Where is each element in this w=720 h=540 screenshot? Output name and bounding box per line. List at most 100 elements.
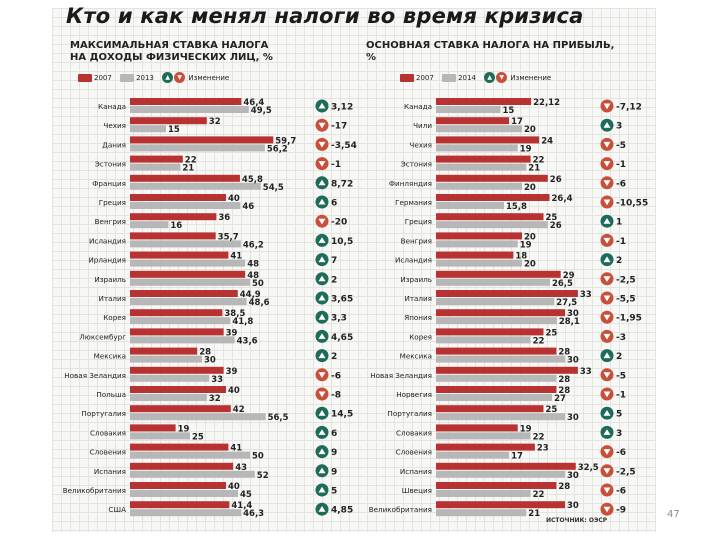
right-value-label-2007: 22	[533, 156, 545, 166]
left-bar-2013	[130, 451, 250, 459]
right-value-label-2007: 29	[563, 271, 575, 281]
legend-swatch-2013	[120, 73, 135, 82]
left-bar-2007	[130, 232, 216, 240]
right-category-label: Германия	[395, 198, 432, 207]
right-bar-2014	[436, 470, 565, 478]
left-bar-2013	[130, 432, 190, 440]
right-up-arrow-glyph	[603, 218, 611, 224]
left-bar-2007	[130, 386, 226, 393]
left-change-value: 4,65	[331, 333, 353, 343]
left-up-arrow-glyph	[318, 486, 326, 493]
right-value-label-2007: 17	[511, 117, 523, 127]
right-change-value: -1	[616, 391, 626, 401]
left-bar-2007	[130, 174, 240, 182]
right-value-label-2007: 25	[546, 405, 558, 415]
left-bar-2013	[130, 355, 202, 363]
legend-label-change: Изменение	[510, 73, 552, 82]
left-category-label: Новая Зеландия	[64, 371, 126, 380]
legend-label-2007: 2007	[416, 73, 434, 82]
right-bar-2014	[436, 125, 522, 133]
left-value-label-2013: 46,2	[243, 240, 264, 250]
left-bar-2007	[130, 347, 198, 355]
right-value-label-2014: 30	[567, 471, 579, 481]
right-chart-title-line-1: ОСНОВНАЯ СТАВКА НАЛОГА НА ПРИБЫЛЬ,	[366, 40, 615, 51]
left-value-label-2007: 59,7	[275, 136, 296, 146]
left-down-arrow-glyph	[318, 122, 326, 129]
left-value-label-2013: 46,3	[243, 509, 264, 519]
right-bar-2007	[436, 366, 578, 374]
right-value-label-2014: 22	[533, 490, 545, 500]
left-value-label-2013: 15	[168, 125, 180, 135]
left-category-label: Венгрия	[95, 217, 126, 226]
left-value-label-2013: 50	[252, 279, 264, 289]
page-number: 47	[667, 509, 680, 520]
right-up-arrow-glyph	[603, 410, 611, 416]
left-bar-2013	[130, 163, 181, 171]
right-down-arrow-glyph	[603, 314, 611, 321]
left-bar-2007	[130, 366, 224, 374]
right-value-label-2014: 27,5	[556, 298, 577, 308]
right-value-label-2014: 21	[528, 509, 540, 519]
right-category-label: Италия	[404, 294, 432, 303]
right-value-label-2014: 15,8	[506, 202, 527, 212]
right-bar-2007	[436, 174, 548, 182]
left-value-label-2007: 39	[226, 367, 238, 377]
left-bar-2013	[130, 221, 169, 229]
right-value-label-2007: 28	[558, 386, 570, 396]
right-bar-2007	[436, 194, 550, 201]
right-bar-2007	[436, 443, 535, 451]
right-bar-2007	[436, 482, 557, 489]
left-category-label: Ирландия	[88, 256, 126, 265]
right-category-label: Великобритания	[369, 505, 432, 514]
left-category-label: Франция	[92, 179, 126, 188]
left-value-label-2007: 48	[247, 271, 259, 281]
right-value-label-2007: 18	[515, 252, 527, 262]
right-value-label-2007: 24	[541, 136, 553, 146]
left-value-label-2013: 16	[170, 221, 182, 231]
left-bar-2007	[130, 155, 183, 163]
right-bar-2007	[436, 405, 544, 413]
right-bar-2007	[436, 213, 544, 221]
left-value-label-2007: 28	[199, 348, 211, 358]
left-bar-2013	[130, 106, 249, 113]
left-change-value: 3,3	[331, 314, 347, 324]
right-down-arrow-glyph	[603, 391, 611, 398]
right-down-arrow-glyph	[603, 180, 611, 186]
right-down-arrow-glyph	[603, 237, 611, 244]
right-down-arrow-glyph	[603, 103, 611, 110]
legend-down-arrow-icon: ▼	[496, 72, 508, 83]
right-down-arrow-glyph	[603, 295, 611, 302]
left-value-label-2007: 39	[226, 328, 238, 338]
right-value-label-2007: 22,12	[533, 98, 560, 108]
left-bar-2013	[130, 490, 238, 497]
left-down-arrow-glyph	[318, 391, 326, 398]
right-value-label-2007: 30	[567, 501, 579, 511]
right-value-label-2014: 17	[511, 452, 523, 462]
left-category-label: Исландия	[89, 236, 126, 245]
left-value-label-2007: 22	[185, 156, 197, 166]
right-value-label-2014: 22	[533, 432, 545, 442]
left-up-arrow-glyph	[318, 179, 326, 186]
right-chart-title-line-2: %	[366, 52, 377, 63]
right-value-label-2007: 19	[520, 424, 532, 434]
left-bar-2007	[130, 482, 226, 489]
left-bar-2007	[130, 309, 223, 317]
right-category-label: Словения	[396, 448, 432, 457]
right-value-label-2014: 28	[558, 375, 570, 385]
left-value-label-2007: 32	[209, 117, 221, 127]
left-change-value: -1	[331, 160, 341, 170]
legend-label-2013: 2013	[136, 73, 154, 82]
left-bar-2007	[130, 290, 238, 297]
left-value-label-2013: 25	[192, 432, 204, 442]
right-bar-2007	[436, 462, 576, 470]
left-bar-2013	[130, 374, 210, 382]
left-change-value: -17	[331, 122, 347, 132]
right-value-label-2007: 28	[558, 482, 570, 492]
left-chart-title: МАКСИМАЛЬНАЯ СТАВКА НАЛОГА НА ДОХОДЫ ФИЗ…	[70, 40, 273, 64]
left-bar-2013	[130, 298, 247, 305]
left-bar-2007	[130, 443, 229, 451]
right-category-label: Испания	[400, 467, 432, 476]
left-value-label-2013: 56,2	[267, 144, 288, 154]
left-up-arrow-glyph	[318, 256, 326, 263]
left-change-value: -3,54	[331, 141, 357, 151]
